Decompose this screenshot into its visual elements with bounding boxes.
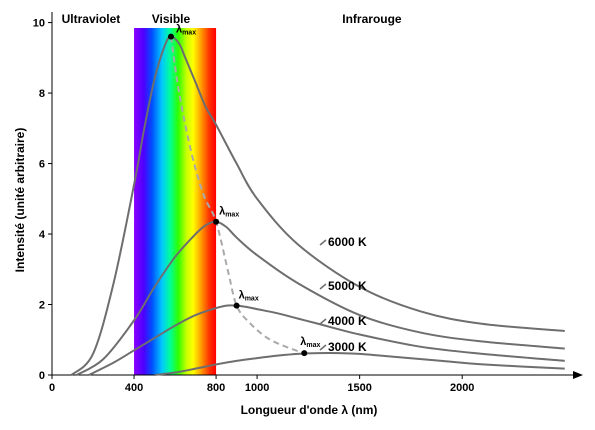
curve-label-leader: [319, 318, 327, 325]
y-tick-label: 2: [39, 300, 45, 312]
x-tick-label: 1500: [347, 382, 371, 394]
series-line: [76, 220, 565, 376]
x-tick-label: 400: [125, 382, 143, 394]
region-label: Infrarouge: [342, 12, 402, 26]
lambda-max-label: λmax: [300, 336, 320, 349]
series-line: [70, 35, 565, 376]
curve-label: 5000 K: [328, 279, 367, 293]
series-line: [88, 304, 565, 376]
region-label: Ultraviolet: [62, 12, 121, 26]
curve-label: 4000 K: [328, 314, 367, 328]
y-tick-label: 8: [39, 88, 45, 100]
wien-displacement-curve: [169, 36, 305, 355]
x-axis-arrow: [573, 371, 583, 379]
y-tick-label: 6: [39, 159, 45, 171]
curve-label-leader: [319, 239, 327, 246]
y-tick-label: 10: [33, 18, 45, 30]
lambda-max-point: [233, 302, 240, 309]
y-tick-label: 0: [39, 370, 45, 382]
y-axis-title: Intensité (unité arbitraire): [13, 128, 27, 273]
x-tick-label: 2000: [450, 382, 474, 394]
curve-label-leader: [319, 283, 327, 290]
curve-label: 3000 K: [328, 340, 367, 354]
series-line: [154, 352, 565, 376]
curve-label-leader: [319, 344, 327, 351]
visible-spectrum-band: [134, 28, 217, 375]
x-tick-label: 0: [49, 382, 55, 394]
lambda-max-point: [167, 33, 174, 40]
x-axis-title: Longueur d'onde λ (nm): [241, 403, 378, 417]
y-tick-label: 4: [39, 229, 46, 241]
lambda-max-point: [301, 350, 308, 357]
lambda-max-point: [213, 218, 220, 225]
lambda-max-label: λmax: [219, 206, 239, 219]
x-tick-label: 1000: [245, 382, 269, 394]
region-label: Visible: [152, 12, 191, 26]
lambda-max-label: λmax: [239, 290, 259, 303]
curve-label: 6000 K: [328, 235, 367, 249]
x-tick-label: 800: [207, 382, 225, 394]
